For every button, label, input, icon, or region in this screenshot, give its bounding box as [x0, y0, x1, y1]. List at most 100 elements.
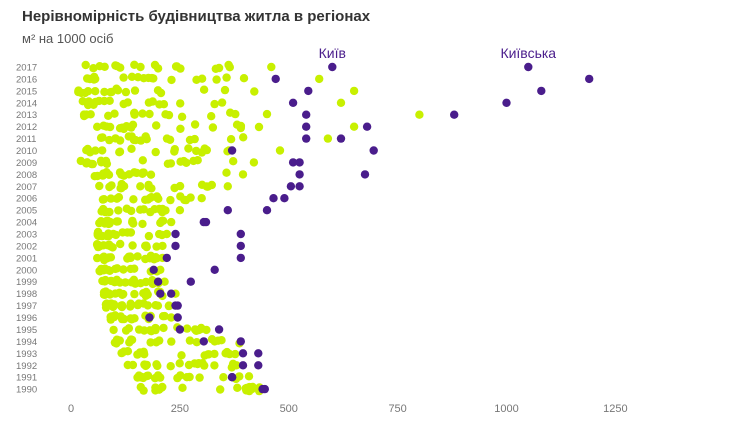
region-point-2011-12 [127, 132, 136, 141]
x-tick-250: 250 [171, 403, 189, 415]
series-1-point-2006-44 [280, 194, 289, 203]
series-0-point-1999-9 [160, 277, 169, 286]
region-point-1993-15 [210, 349, 219, 359]
region-point-2001-4 [133, 252, 142, 261]
series-1-point-2008-18 [295, 170, 304, 179]
year-tick-2016: 2016 [16, 74, 37, 85]
year-tick-2008: 2008 [16, 170, 37, 181]
region-point-2015-16 [156, 88, 166, 98]
series-1-point-2011-21 [302, 134, 311, 143]
year-tick-1997: 1997 [16, 301, 37, 312]
region-point-2012-17 [128, 120, 138, 129]
series-1-point-2017-55 [524, 62, 533, 72]
series-0-point-1997-7 [164, 301, 174, 310]
region-point-2017-17 [172, 62, 182, 71]
region-point-1997-16 [153, 301, 163, 310]
series-1-point-1994-4 [236, 337, 245, 346]
series-1-point-2008-46 [360, 170, 370, 179]
series-0-point-2000-10 [156, 265, 165, 274]
year-tick-1990: 1990 [16, 385, 37, 396]
region-point-2013-17 [79, 111, 89, 121]
series-1-point-2004-42 [199, 217, 208, 227]
region-point-2014-8 [176, 99, 185, 108]
region-point-1992-11 [141, 361, 150, 371]
series-1-point-2010-48 [369, 146, 378, 155]
region-point-2015-11 [199, 85, 209, 94]
series-0-point-2004-14 [167, 217, 176, 227]
series-0-point-1990-0 [247, 384, 256, 394]
year-tick-1993: 1993 [16, 349, 37, 360]
series-1-point-2013-51 [450, 110, 459, 119]
series-0-point-2005-15 [175, 206, 185, 215]
region-point-2013-9 [138, 109, 147, 118]
region-point-1994-12 [185, 336, 195, 345]
region-point-1993-17 [177, 351, 186, 360]
year-tick-2017: 2017 [16, 63, 37, 74]
region-point-2000-16 [126, 264, 135, 274]
region-point-2014-15 [83, 100, 93, 110]
year-tick-1992: 1992 [16, 361, 37, 372]
region-point-2002-4 [142, 241, 151, 250]
region-point-2016-16 [147, 73, 157, 83]
chart-title: Нерівномірність будівництва житла в регі… [22, 8, 371, 25]
region-point-1990-10 [233, 383, 242, 392]
region-point-2006-16 [112, 194, 122, 203]
region-point-2009-10 [193, 156, 202, 165]
region-point-1992-9 [210, 361, 219, 370]
region-point-2003-15 [104, 230, 113, 239]
series-0-point-1991-1 [219, 373, 228, 382]
region-point-2016-9 [119, 73, 128, 82]
series-1-point-2015-25 [304, 86, 313, 96]
year-tick-1998: 1998 [16, 289, 37, 300]
region-point-2015-10 [83, 87, 93, 96]
region-point-2005-4 [114, 206, 123, 215]
region-point-2005-10 [136, 205, 145, 214]
region-point-2007-11 [136, 182, 145, 191]
region-point-1997-12 [117, 302, 127, 312]
region-point-2012-11 [176, 124, 185, 133]
region-point-1993-14 [135, 348, 145, 357]
series-1-point-2011-49 [336, 134, 346, 143]
region-point-2014-16 [94, 96, 104, 106]
region-point-1991-12 [235, 372, 244, 381]
region-point-2001-3 [93, 253, 102, 263]
region-point-1992-0 [175, 359, 184, 368]
region-point-1997-17 [126, 299, 135, 308]
region-point-1995-16 [121, 326, 131, 335]
x-tick-labels: 0 250 500 750 1000 1250 [68, 403, 628, 415]
region-point-2012-1 [93, 122, 102, 131]
region-point-2006-10 [180, 195, 189, 205]
region-point-2015-7 [100, 87, 109, 97]
annotation-1: Київська [500, 45, 556, 61]
region-point-2016-7 [197, 74, 207, 83]
region-point-2008-10 [115, 168, 125, 177]
series-1-point-2012-22 [302, 122, 311, 131]
region-point-2002-17 [107, 242, 116, 251]
region-point-2010-17 [115, 147, 125, 156]
year-tick-2000: 2000 [16, 265, 37, 276]
region-point-2012-14 [119, 124, 128, 134]
region-point-2004-14 [138, 219, 147, 229]
region-point-2011-17 [111, 134, 120, 143]
region-point-2014-17 [144, 98, 154, 107]
series-1-point-1992-30 [238, 361, 248, 370]
series-1-point-1990-28 [260, 384, 269, 394]
year-tick-2014: 2014 [16, 98, 37, 109]
series-0-point-2013-23 [415, 110, 424, 119]
region-point-2016-11 [222, 73, 231, 82]
series-1-point-1996-34 [145, 313, 154, 322]
region-point-1999-17 [112, 275, 122, 284]
region-point-2003-7 [144, 231, 154, 241]
region-point-2010-16 [98, 146, 107, 155]
series-1-point-1996-6 [173, 313, 182, 322]
region-point-2012-10 [99, 121, 108, 130]
region-point-1995-4 [182, 324, 192, 333]
region-point-2016-15 [85, 74, 95, 84]
region-point-2011-16 [98, 133, 107, 142]
region-point-2004-3 [113, 217, 123, 226]
region-point-1992-6 [166, 362, 175, 371]
region-point-2009-17 [76, 156, 86, 166]
series-1-point-1993-3 [254, 349, 263, 358]
region-point-2001-9 [104, 253, 114, 262]
